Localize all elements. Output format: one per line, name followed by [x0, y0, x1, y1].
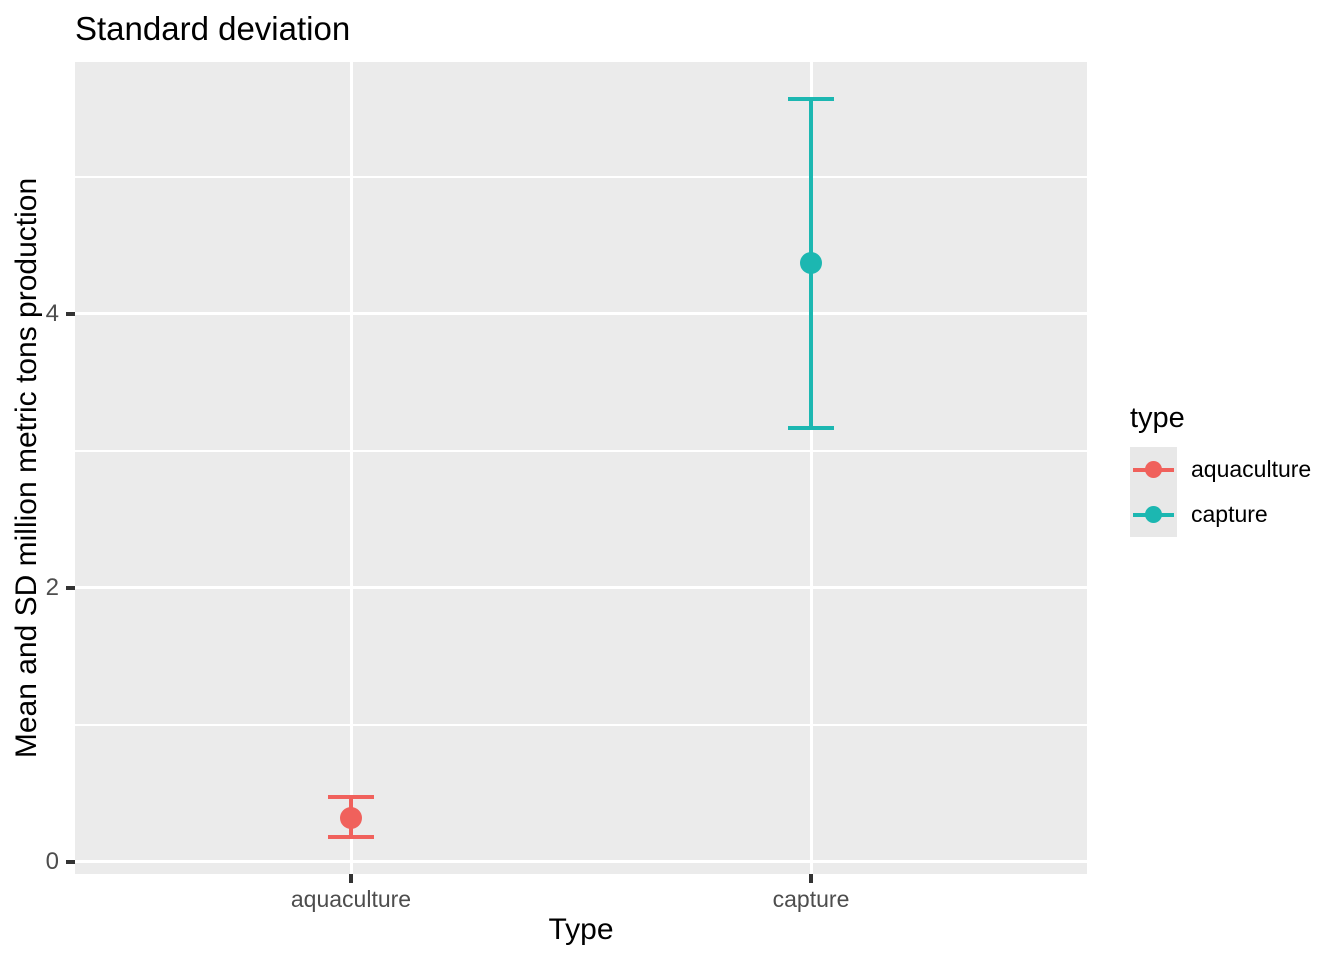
legend-label: capture [1191, 501, 1268, 527]
minor-gridline [75, 176, 1087, 179]
x-axis-tick [809, 874, 813, 883]
minor-gridline [75, 449, 1087, 452]
chart-title: Standard deviation [75, 10, 351, 47]
legend-item-capture: capture [1130, 492, 1311, 537]
y-axis-tick [66, 311, 75, 316]
y-tick-label: 4 [45, 299, 59, 327]
legend-title: type [1130, 402, 1185, 434]
x-axis-tick [349, 874, 353, 883]
legend-key [1130, 447, 1177, 492]
major-gridline [75, 860, 1087, 864]
y-tick-label: 0 [45, 847, 59, 875]
major-gridline [75, 586, 1087, 590]
minor-gridline [75, 723, 1087, 726]
legend-label: aquaculture [1191, 456, 1312, 482]
category-gridline [349, 62, 353, 874]
y-tick-label: 2 [45, 573, 59, 601]
category-gridline [809, 62, 813, 874]
errorbar-cap-bottom-capture [788, 425, 834, 430]
data-point-aquaculture [340, 806, 362, 829]
y-axis-tick [66, 585, 75, 590]
legend-key-dot [1145, 506, 1162, 523]
errorbar-cap-bottom-aquaculture [328, 835, 374, 840]
x-axis-title: Type [548, 913, 614, 946]
x-tick-label: capture [772, 886, 850, 912]
errorbar-cap-top-capture [788, 96, 834, 101]
legend: type aquaculture capture [1130, 402, 1311, 537]
legend-item-aquaculture: aquaculture [1130, 447, 1311, 492]
major-gridline [75, 312, 1087, 316]
legend-items: aquaculture capture [1130, 447, 1311, 537]
plot-panel [75, 62, 1087, 874]
legend-key-dot [1145, 461, 1162, 478]
y-axis-title: Mean and SD million metric tons producti… [10, 177, 43, 759]
data-point-capture [800, 252, 822, 275]
errorbar-cap-top-aquaculture [328, 795, 374, 800]
y-axis-tick [66, 859, 75, 864]
legend-key [1130, 492, 1177, 537]
x-tick-label: aquaculture [290, 886, 412, 912]
